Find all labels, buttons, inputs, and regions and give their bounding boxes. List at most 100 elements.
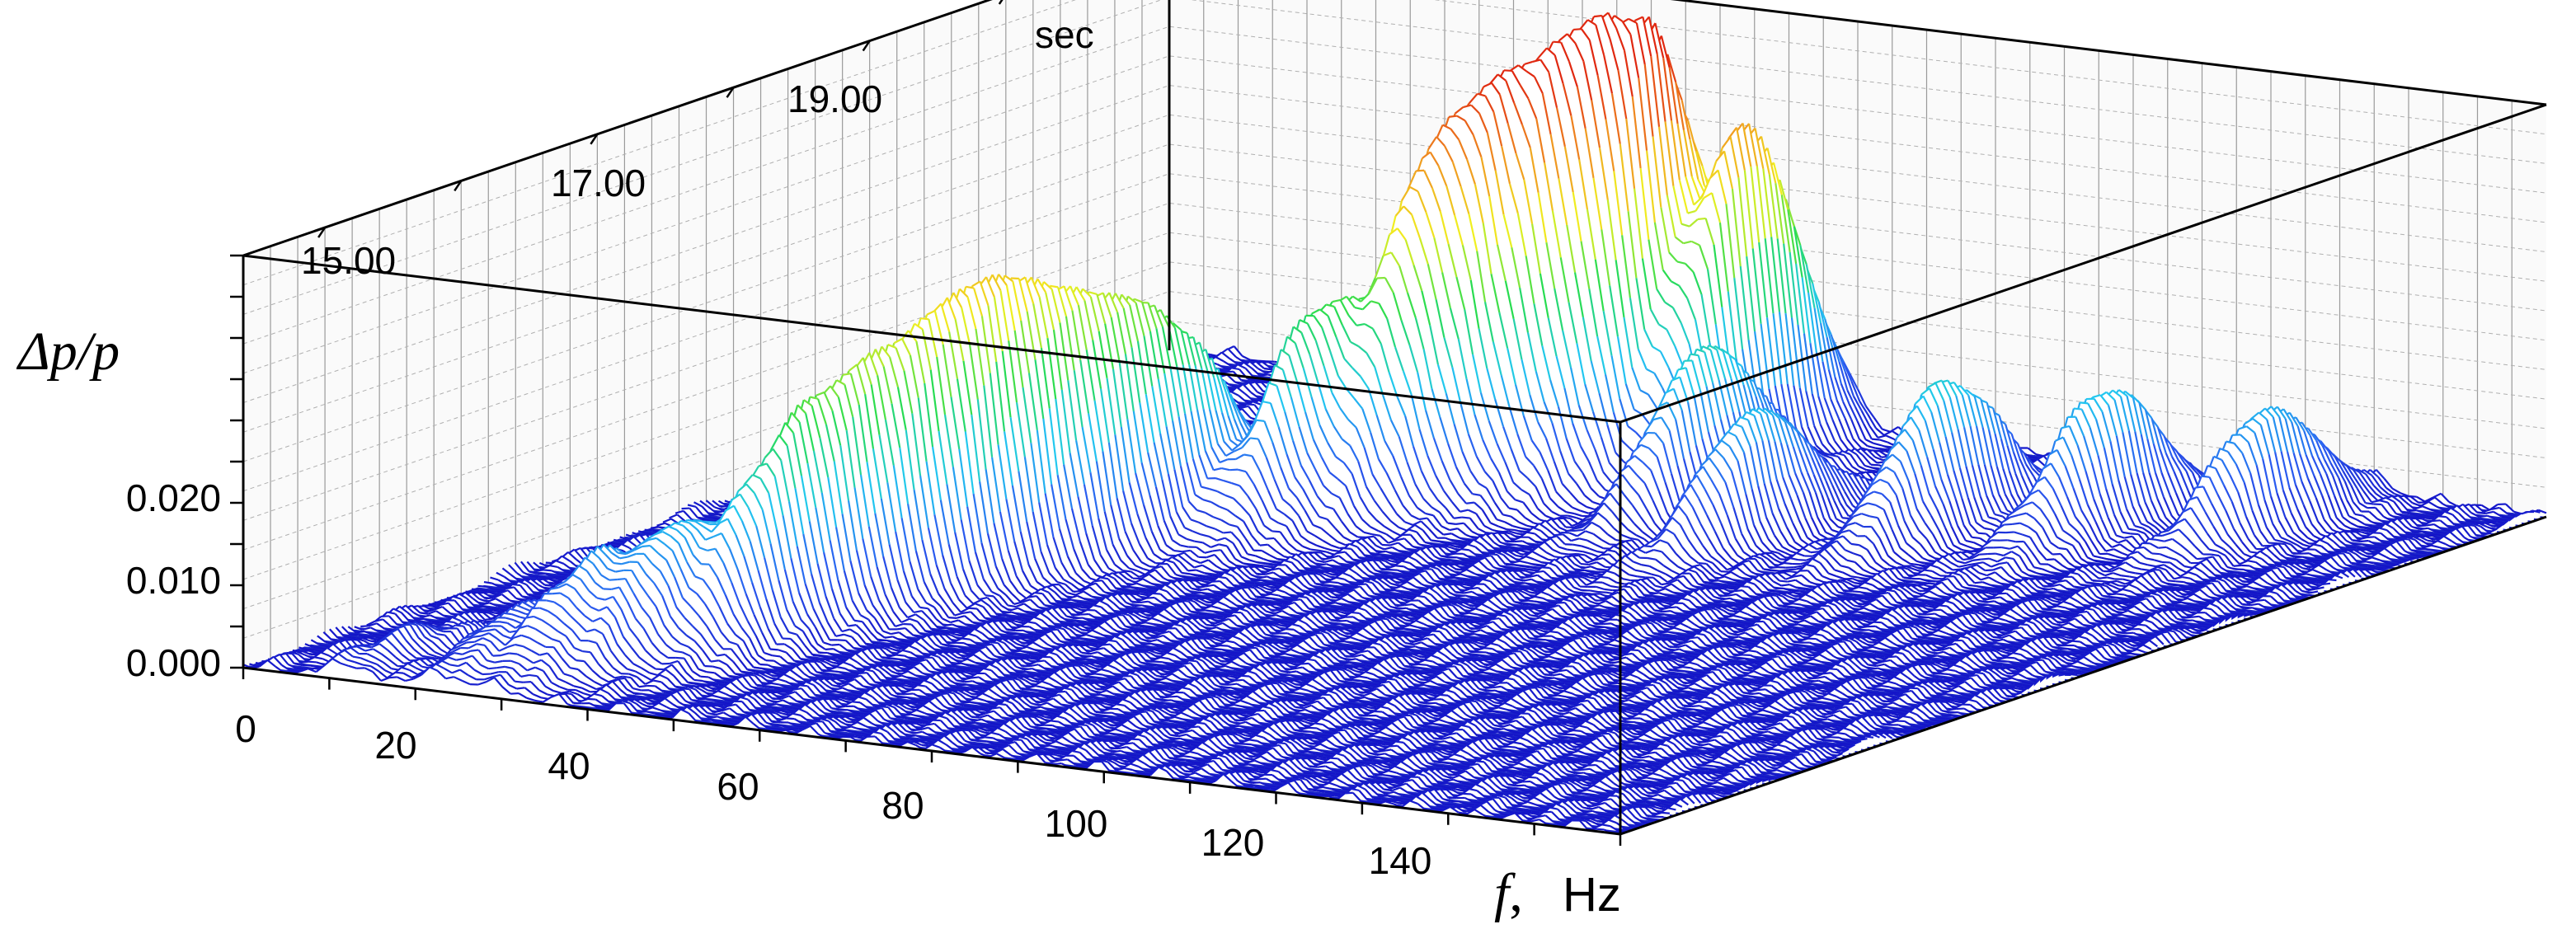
trace-segment: [2391, 487, 2401, 495]
trace-segment: [1882, 428, 1891, 433]
trace-segment: [2376, 543, 2386, 547]
trace-segment: [2476, 534, 2485, 538]
trace-segment: [2408, 509, 2417, 513]
trace-segment: [2442, 503, 2451, 509]
trace-segment: [2419, 500, 2429, 507]
grid-line: [242, 55, 2547, 374]
trace-segment: [2440, 493, 2450, 503]
spectrum-traces: [242, 12, 2547, 836]
trace-segment: [2424, 496, 2433, 503]
trace-segment: [2432, 519, 2441, 523]
trace-segment: [1215, 356, 1225, 363]
trace-segment: [2201, 475, 2210, 478]
grid-line: [242, 0, 2547, 315]
trace-segment: [1246, 403, 1255, 406]
grid-line: [242, 202, 2547, 521]
trace-segment: [2436, 505, 2446, 512]
trace-segment: [1867, 414, 1877, 429]
trace-segment: [2310, 559, 2320, 562]
trace-segment: [2428, 500, 2437, 508]
trace-segment: [1223, 360, 1233, 368]
trace-segment: [2484, 510, 2494, 514]
trace-segment: [1878, 434, 1887, 439]
trace-segment: [2412, 502, 2421, 507]
trace-segment: [2501, 515, 2510, 519]
trace-segment: [2419, 500, 2428, 504]
trace-segment: [2419, 551, 2428, 555]
trace-segment: [2367, 565, 2376, 569]
trace-segment: [2375, 469, 2386, 480]
trace-segment: [1859, 401, 1869, 415]
trace-segment: [2505, 503, 2515, 513]
trace-segment: [2425, 523, 2435, 527]
trace-segment: [2531, 509, 2541, 514]
trace-segment: [2383, 566, 2392, 570]
trace-segment: [2412, 554, 2422, 557]
trace-segment: [2479, 514, 2488, 518]
trace-segment: [1836, 349, 1847, 373]
trace-segment: [1842, 361, 1853, 382]
grid-line: [242, 143, 2547, 462]
trace-segment: [1241, 354, 1251, 361]
trace-segment: [1229, 358, 1239, 365]
trace-segment: [1250, 359, 1259, 362]
trace-segment: [2537, 509, 2547, 514]
trace-segment: [2416, 495, 2426, 503]
trace-segment: [2418, 524, 2427, 528]
grid-line: [242, 85, 2547, 404]
trace-segment: [2027, 447, 2037, 456]
trace-segment: [2365, 502, 2374, 505]
trace-segment: [1255, 360, 1265, 369]
trace-segment: [2379, 486, 2389, 495]
trace-segment: [1257, 359, 1267, 363]
trace-segment: [2377, 476, 2387, 489]
trace-segment: [2495, 518, 2504, 521]
trace-segment: [2316, 556, 2326, 560]
trace-segment: [1875, 427, 1885, 436]
trace-segment: [1850, 381, 1861, 402]
trace-segment: [2475, 504, 2484, 513]
trace-segment: [1857, 388, 1867, 407]
trace-segment: [2080, 401, 2089, 405]
trace-segment: [2493, 510, 2503, 518]
trace-segment: [2128, 528, 2137, 532]
trace-segment: [2370, 546, 2379, 549]
trace-segment: [2353, 566, 2362, 570]
trace-segment: [1225, 370, 1234, 373]
trace-segment: [2418, 514, 2427, 518]
trace-segment: [2466, 520, 2475, 523]
grid-line: [242, 232, 2547, 551]
trace-segment: [2424, 548, 2434, 552]
trace-segment: [1885, 434, 1895, 440]
trace-segment: [2386, 487, 2395, 495]
grid-line: [242, 0, 2547, 286]
trace-segment: [1870, 463, 1879, 467]
trace-segment: [2369, 468, 2379, 478]
trace-segment: [1235, 356, 1245, 364]
trace-segment: [2483, 508, 2492, 513]
trace-segment: [2491, 506, 2500, 510]
trace-segment: [2477, 511, 2486, 515]
trace-segment: [2360, 539, 2369, 543]
trace-segment: [2419, 527, 2428, 531]
trace-segment: [2407, 533, 2416, 536]
grid-line: [242, 173, 2547, 492]
trace-segment: [1873, 416, 1883, 430]
trace-segment: [2468, 503, 2479, 514]
trace-segment: [1844, 372, 1854, 396]
trace-segment: [2357, 561, 2367, 564]
trace-segment: [2353, 543, 2362, 547]
trace-segment: [2480, 504, 2490, 511]
trace-segment: [1263, 368, 1273, 371]
trace-segment: [1262, 361, 1272, 369]
trace-segment: [2434, 496, 2444, 505]
trace-segment: [1883, 429, 1893, 436]
grid-line: [242, 26, 2547, 345]
trace-segment: [1860, 410, 1871, 427]
trace-segment: [1220, 351, 1231, 360]
trace-segment: [2029, 456, 2038, 459]
trace-segment: [2268, 542, 2278, 545]
trace-segment: [1697, 217, 1706, 221]
trace-segment: [1852, 396, 1863, 411]
